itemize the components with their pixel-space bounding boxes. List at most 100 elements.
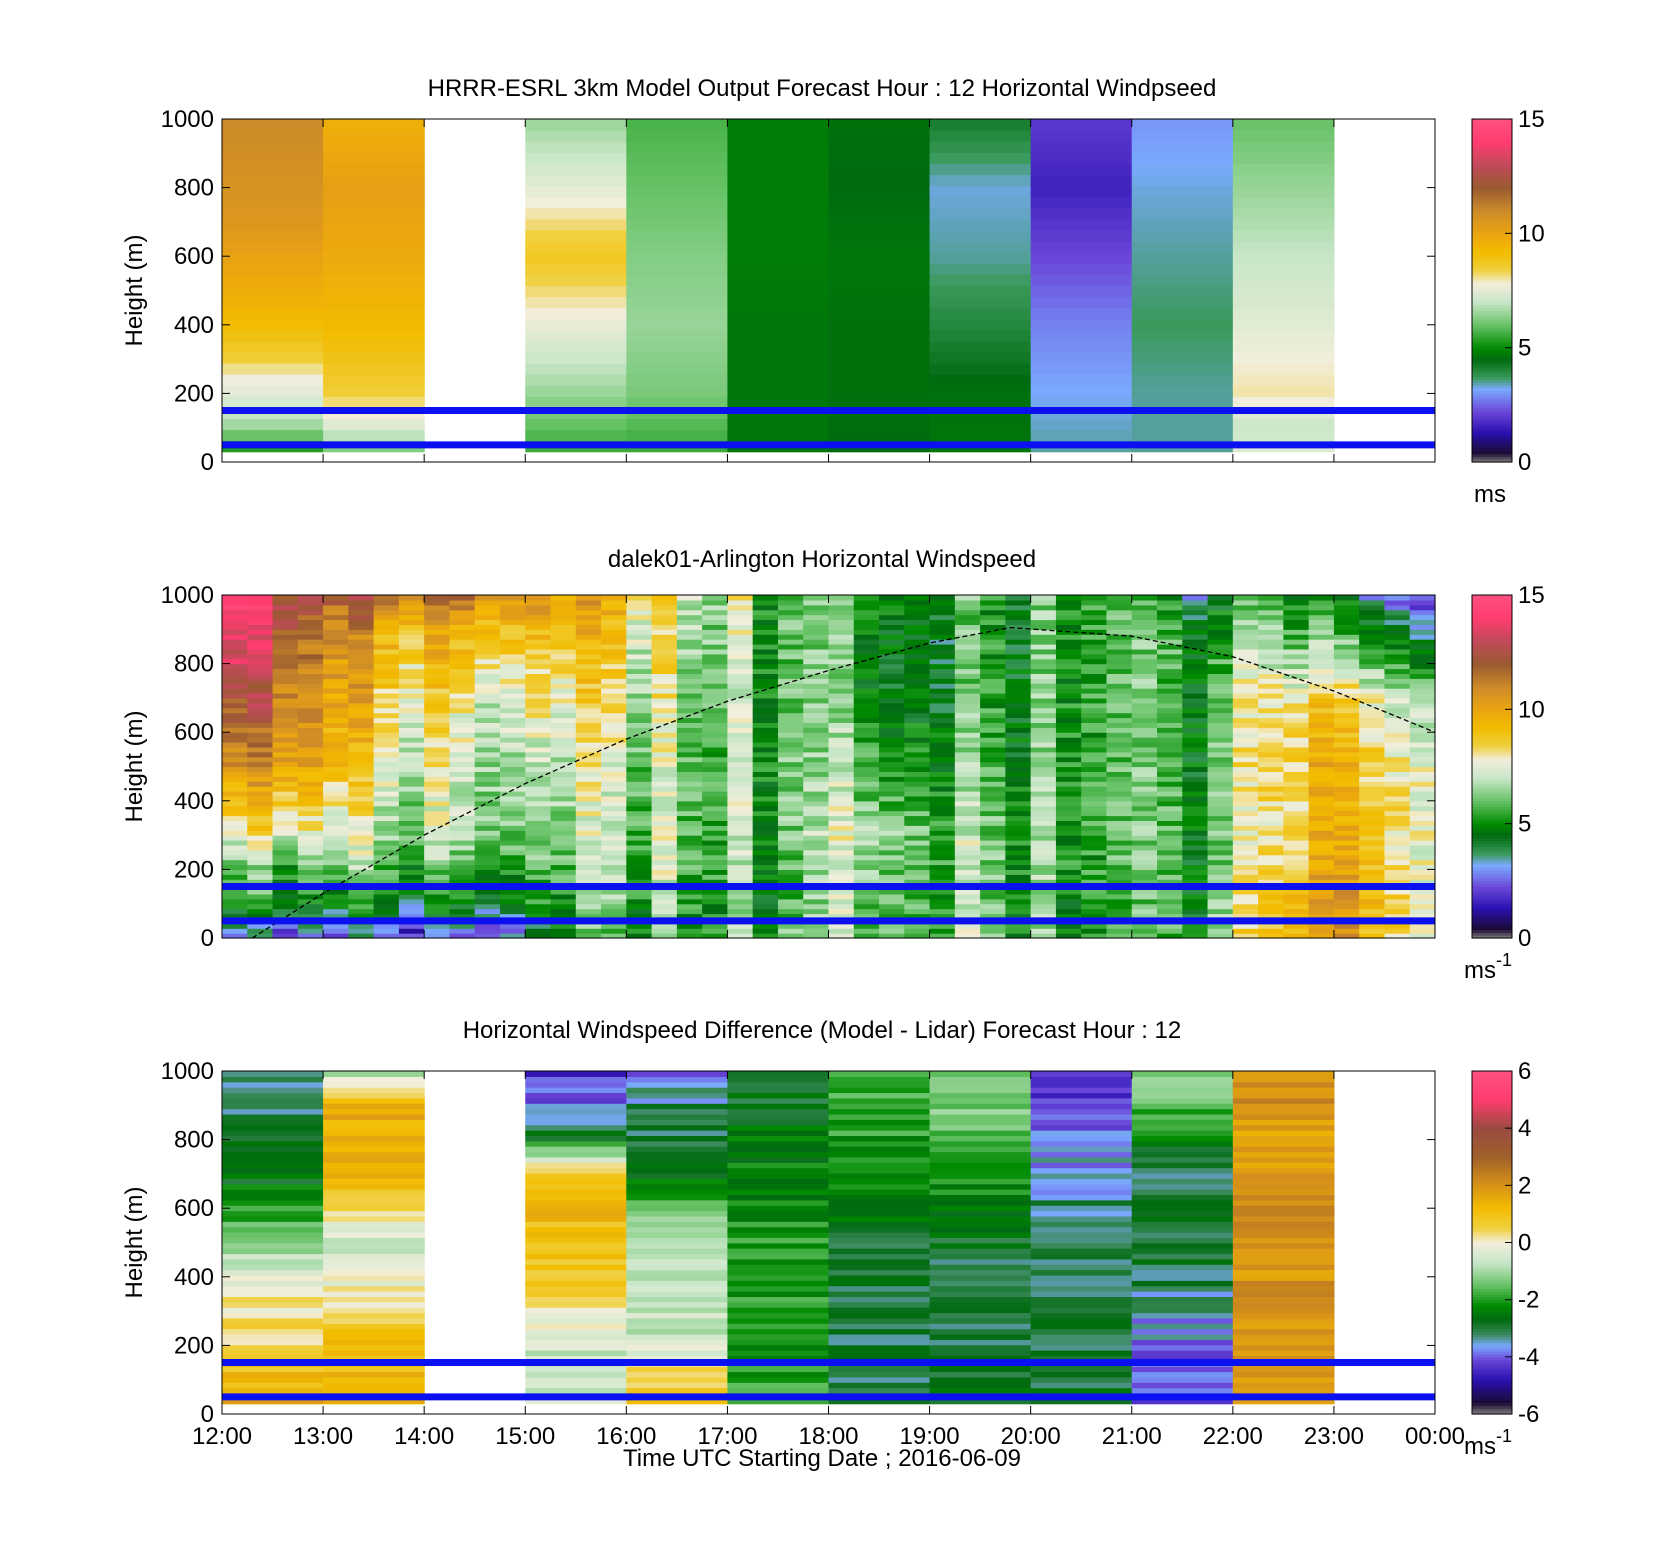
- heatmap-cell: [323, 820, 349, 826]
- heatmap-cell: [499, 820, 526, 826]
- heatmap-cell: [474, 697, 501, 704]
- heatmap-cell: [1030, 1092, 1133, 1099]
- heatmap-cell: [1131, 756, 1158, 763]
- heatmap-cell: [1106, 766, 1133, 772]
- heatmap-cell: [879, 913, 905, 919]
- heatmap-cell: [1157, 609, 1183, 616]
- heatmap-cell: [752, 810, 779, 817]
- heatmap-cell: [828, 1108, 931, 1115]
- heatmap-cell: [474, 599, 501, 606]
- heatmap-cell: [1055, 869, 1082, 875]
- heatmap-cell: [803, 766, 830, 772]
- heatmap-cell: [1131, 913, 1158, 919]
- heatmap-cell: [727, 1285, 830, 1292]
- heatmap-cell: [525, 1178, 627, 1185]
- heatmap-cell: [449, 629, 476, 635]
- colorbar-segment: [1472, 1142, 1512, 1146]
- heatmap-cell: [1005, 619, 1032, 625]
- heatmap-cell: [777, 854, 804, 861]
- heatmap-cell: [499, 771, 526, 777]
- heatmap-cell: [904, 889, 931, 895]
- colorbar-segment: [1472, 119, 1512, 123]
- heatmap-cell: [1207, 800, 1234, 807]
- heatmap-cell: [752, 658, 779, 665]
- heatmap-cell: [777, 756, 804, 763]
- heatmap-cell: [929, 396, 1032, 408]
- heatmap-cell: [1131, 218, 1234, 231]
- heatmap-cell: [1359, 766, 1386, 772]
- heatmap-cell: [1182, 933, 1209, 939]
- heatmap-cell: [954, 732, 981, 738]
- heatmap-cell: [1081, 791, 1108, 797]
- heatmap-cell: [803, 933, 830, 939]
- heatmap-cell: [626, 329, 729, 342]
- colorbar-unit: ms-1: [1464, 950, 1512, 984]
- heatmap-cell: [1207, 653, 1234, 660]
- heatmap-cell: [727, 903, 754, 910]
- heatmap-cell: [1308, 913, 1335, 919]
- heatmap-cell: [828, 1156, 931, 1163]
- heatmap-cell: [525, 869, 552, 875]
- heatmap-cell: [1232, 185, 1335, 198]
- heatmap-cell: [727, 869, 754, 875]
- heatmap-cell: [777, 629, 804, 635]
- heatmap-cell: [1030, 771, 1057, 777]
- colorbar-segment: [1472, 1291, 1512, 1295]
- colorbar-segment: [1472, 663, 1512, 668]
- heatmap-cell: [1232, 1108, 1335, 1115]
- heatmap-cell: [398, 639, 425, 645]
- heatmap-cell: [1055, 624, 1082, 630]
- heatmap-cell: [1131, 879, 1158, 885]
- heatmap-cell: [626, 1312, 729, 1319]
- heatmap-cell: [499, 678, 526, 684]
- colorbar-segment: [1472, 244, 1512, 249]
- heatmap-cell: [550, 609, 577, 616]
- heatmap-cell: [499, 644, 526, 650]
- heatmap-cell: [247, 761, 274, 768]
- heatmap-cell: [1359, 928, 1386, 934]
- heatmap-cell: [828, 913, 855, 919]
- heatmap-cell: [1384, 678, 1411, 684]
- heatmap-cell: [272, 800, 299, 807]
- heatmap-cell: [651, 835, 678, 841]
- heatmap-cell: [474, 604, 501, 611]
- heatmap-cell: [803, 595, 830, 601]
- heatmap-cell: [1157, 830, 1183, 836]
- heatmap-cell: [323, 1371, 425, 1378]
- heatmap-cell: [727, 595, 754, 601]
- heatmap-cell: [398, 786, 425, 792]
- heatmap-cell: [727, 1156, 830, 1163]
- colorbar-tick-label: 6: [1518, 1058, 1531, 1085]
- heatmap-cell: [1409, 898, 1436, 905]
- heatmap-cell: [323, 639, 349, 645]
- heatmap-cell: [1131, 1350, 1234, 1357]
- heatmap-cell: [222, 898, 248, 905]
- heatmap-cell: [1308, 869, 1335, 875]
- heatmap-cell: [980, 859, 1006, 866]
- heatmap-cell: [651, 673, 678, 679]
- heatmap-cell: [727, 218, 830, 231]
- heatmap-cell: [424, 751, 451, 758]
- heatmap-cell: [651, 663, 678, 670]
- heatmap-cell: [702, 683, 729, 689]
- heatmap-cell: [1005, 903, 1032, 910]
- heatmap-cell: [879, 933, 905, 939]
- heatmap-cell: [1333, 648, 1360, 655]
- colorbar-segment: [1472, 897, 1512, 902]
- heatmap-cell: [499, 844, 526, 851]
- heatmap-cell: [727, 1221, 830, 1228]
- colorbar-segment: [1472, 935, 1512, 939]
- heatmap-cell: [1157, 639, 1183, 645]
- heatmap-cell: [1232, 1221, 1335, 1228]
- heatmap-cell: [828, 1071, 931, 1077]
- heatmap-cell: [247, 668, 274, 674]
- heatmap-cell: [777, 815, 804, 821]
- heatmap-cell: [1333, 869, 1360, 875]
- colorbar-segment: [1472, 723, 1512, 728]
- heatmap-cell: [1258, 805, 1284, 812]
- heatmap-cell: [1409, 702, 1436, 709]
- heatmap-cell: [525, 418, 627, 431]
- heatmap-cell: [1409, 614, 1436, 621]
- colorbar-segment: [1472, 341, 1512, 346]
- heatmap-cell: [499, 668, 526, 674]
